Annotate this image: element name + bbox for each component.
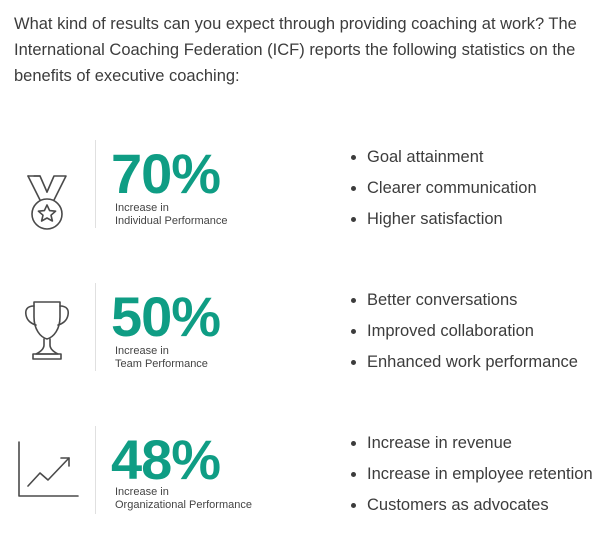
stat-label: Increase in Team Performance: [115, 345, 315, 371]
stat-divider: [95, 283, 96, 371]
trophy-icon: [14, 297, 82, 377]
stat-label-line2: Organizational Performance: [115, 499, 252, 511]
list-item: Better conversations: [350, 285, 610, 316]
stat-value: 70%: [111, 142, 221, 205]
stat-label-line1: Increase in: [115, 345, 169, 357]
stat-row-team: 50% Increase in Team Performance Better …: [0, 283, 616, 403]
stat-label: Increase in Organizational Performance: [115, 486, 315, 512]
list-item: Goal attainment: [350, 142, 610, 173]
stat-label: Increase in Individual Performance: [115, 202, 315, 228]
list-item: Clearer communication: [350, 173, 610, 204]
list-item: Enhanced work performance: [350, 347, 610, 378]
list-item: Customers as advocates: [350, 490, 610, 521]
intro-paragraph: What kind of results can you expect thro…: [14, 15, 577, 85]
stat-value: 48%: [111, 428, 221, 491]
stat-label-line1: Increase in: [115, 202, 169, 214]
bullet-list: Better conversations Improved collaborat…: [350, 285, 610, 378]
stat-label-line2: Team Performance: [115, 358, 208, 370]
list-item: Higher satisfaction: [350, 204, 610, 235]
list-item: Increase in revenue: [350, 428, 610, 459]
stat-value: 50%: [111, 285, 221, 348]
list-item: Increase in employee retention: [350, 459, 610, 490]
bullet-list: Increase in revenue Increase in employee…: [350, 428, 610, 521]
stat-row-individual: 70% Increase in Individual Performance G…: [0, 140, 616, 260]
stat-label-line2: Individual Performance: [115, 215, 228, 227]
stat-divider: [95, 426, 96, 514]
stat-divider: [95, 140, 96, 228]
medal-icon: [14, 156, 82, 236]
bullet-list: Goal attainment Clearer communication Hi…: [350, 142, 610, 235]
stat-label-line1: Increase in: [115, 486, 169, 498]
list-item: Improved collaboration: [350, 316, 610, 347]
growth-chart-icon: [14, 440, 82, 520]
stat-row-organizational: 48% Increase in Organizational Performan…: [0, 426, 616, 546]
